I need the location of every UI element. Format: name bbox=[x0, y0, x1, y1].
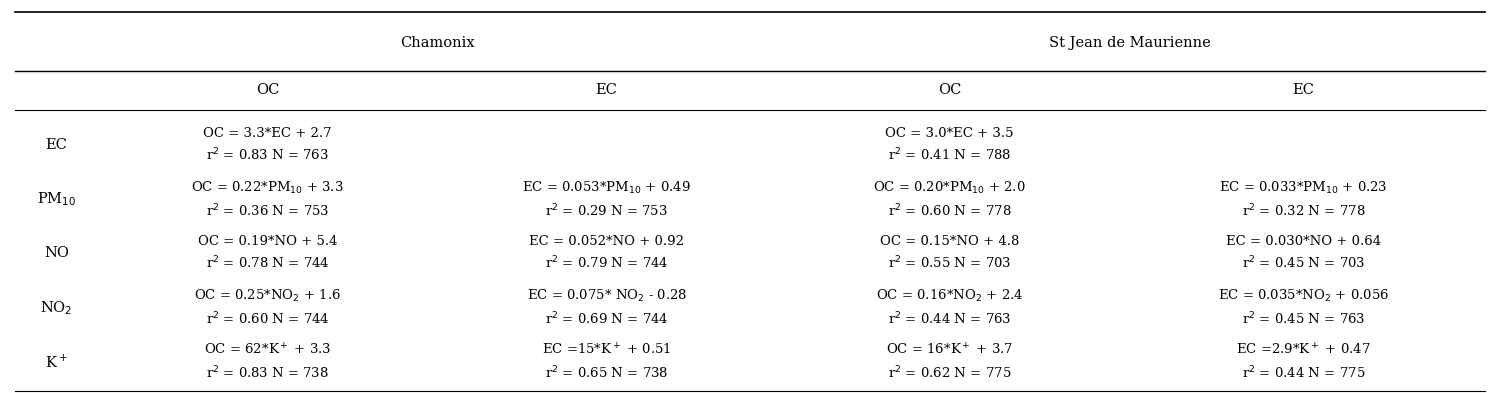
Text: OC: OC bbox=[938, 83, 961, 97]
Text: NO: NO bbox=[43, 246, 69, 261]
Text: OC = 3.3*EC + 2.7
r$^2$ = 0.83 N = 763: OC = 3.3*EC + 2.7 r$^2$ = 0.83 N = 763 bbox=[203, 127, 331, 163]
Text: EC = 0.075* NO$_2$ - 0.28
r$^2$ = 0.69 N = 744: EC = 0.075* NO$_2$ - 0.28 r$^2$ = 0.69 N… bbox=[527, 288, 686, 327]
Text: EC = 0.030*NO + 0.64
r$^2$ = 0.45 N = 703: EC = 0.030*NO + 0.64 r$^2$ = 0.45 N = 70… bbox=[1226, 235, 1382, 272]
Text: EC = 0.035*NO$_2$ + 0.056
r$^2$ = 0.45 N = 763: EC = 0.035*NO$_2$ + 0.056 r$^2$ = 0.45 N… bbox=[1217, 288, 1389, 327]
Text: EC = 0.053*PM$_{10}$ + 0.49
r$^2$ = 0.29 N = 753: EC = 0.053*PM$_{10}$ + 0.49 r$^2$ = 0.29… bbox=[522, 180, 691, 219]
Text: K$^+$: K$^+$ bbox=[45, 353, 67, 371]
Text: EC: EC bbox=[45, 138, 67, 152]
Text: EC = 0.033*PM$_{10}$ + 0.23
r$^2$ = 0.32 N = 778: EC = 0.033*PM$_{10}$ + 0.23 r$^2$ = 0.32… bbox=[1219, 180, 1388, 219]
Text: OC = 62*K$^+$ + 3.3
r$^2$ = 0.83 N = 738: OC = 62*K$^+$ + 3.3 r$^2$ = 0.83 N = 738 bbox=[204, 343, 331, 381]
Text: EC: EC bbox=[1292, 83, 1314, 97]
Text: OC: OC bbox=[255, 83, 279, 97]
Text: Chamonix: Chamonix bbox=[400, 36, 474, 50]
Text: OC = 0.25*NO$_2$ + 1.6
r$^2$ = 0.60 N = 744: OC = 0.25*NO$_2$ + 1.6 r$^2$ = 0.60 N = … bbox=[194, 288, 340, 327]
Text: OC = 0.15*NO + 4.8
r$^2$ = 0.55 N = 703: OC = 0.15*NO + 4.8 r$^2$ = 0.55 N = 703 bbox=[880, 235, 1019, 272]
Text: OC = 0.22*PM$_{10}$ + 3.3
r$^2$ = 0.36 N = 753: OC = 0.22*PM$_{10}$ + 3.3 r$^2$ = 0.36 N… bbox=[191, 180, 343, 219]
Text: OC = 0.20*PM$_{10}$ + 2.0
r$^2$ = 0.60 N = 778: OC = 0.20*PM$_{10}$ + 2.0 r$^2$ = 0.60 N… bbox=[873, 180, 1026, 219]
Text: OC = 0.19*NO + 5.4
r$^2$ = 0.78 N = 744: OC = 0.19*NO + 5.4 r$^2$ = 0.78 N = 744 bbox=[197, 235, 337, 272]
Text: OC = 0.16*NO$_2$ + 2.4
r$^2$ = 0.44 N = 763: OC = 0.16*NO$_2$ + 2.4 r$^2$ = 0.44 N = … bbox=[876, 288, 1024, 327]
Text: OC = 16*K$^+$ + 3.7
r$^2$ = 0.62 N = 775: OC = 16*K$^+$ + 3.7 r$^2$ = 0.62 N = 775 bbox=[886, 343, 1013, 381]
Text: EC = 0.052*NO + 0.92
r$^2$ = 0.79 N = 744: EC = 0.052*NO + 0.92 r$^2$ = 0.79 N = 74… bbox=[530, 235, 683, 272]
Text: EC =15*K$^+$ + 0.51
r$^2$ = 0.65 N = 738: EC =15*K$^+$ + 0.51 r$^2$ = 0.65 N = 738 bbox=[542, 343, 671, 381]
Text: EC: EC bbox=[595, 83, 618, 97]
Text: EC =2.9*K$^+$ + 0.47
r$^2$ = 0.44 N = 775: EC =2.9*K$^+$ + 0.47 r$^2$ = 0.44 N = 77… bbox=[1237, 343, 1371, 381]
Text: OC = 3.0*EC + 3.5
r$^2$ = 0.41 N = 788: OC = 3.0*EC + 3.5 r$^2$ = 0.41 N = 788 bbox=[885, 127, 1013, 163]
Text: PM$_{10}$: PM$_{10}$ bbox=[37, 190, 76, 208]
Text: St Jean de Maurienne: St Jean de Maurienne bbox=[1049, 36, 1212, 50]
Text: NO$_2$: NO$_2$ bbox=[40, 299, 73, 317]
